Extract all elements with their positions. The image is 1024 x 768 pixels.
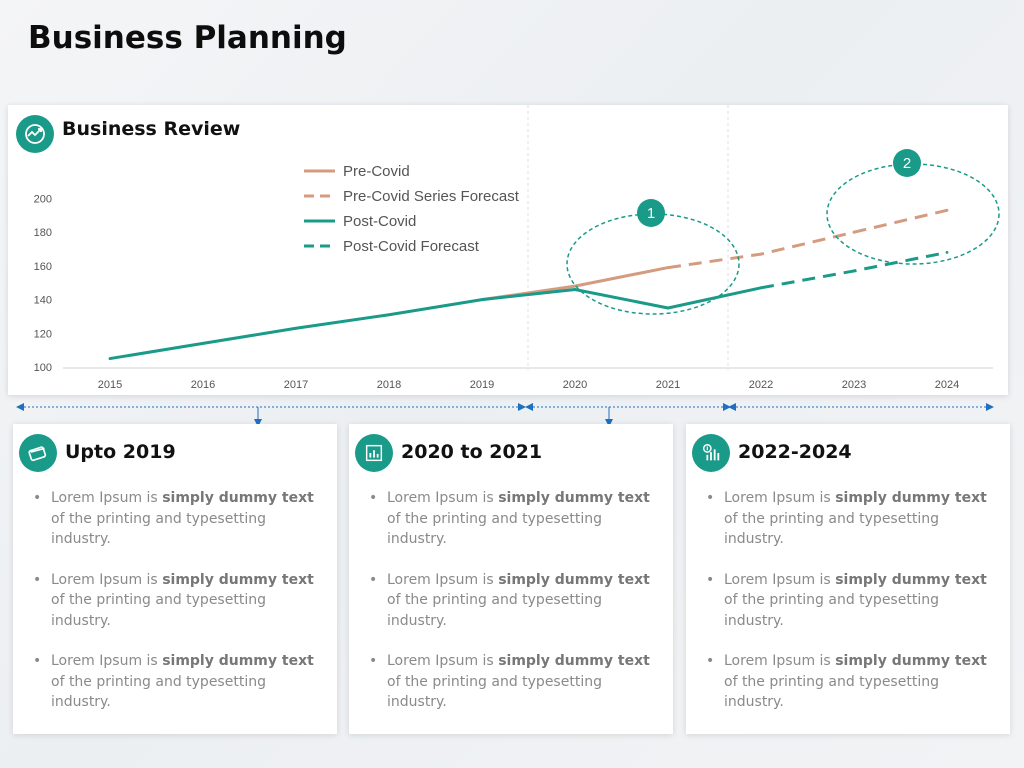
- annotation-badge-label: 1: [647, 205, 655, 222]
- series-point: [666, 266, 670, 269]
- period-card-upto-2019: Upto 2019 Lorem Ipsum is simply dummy te…: [13, 424, 337, 734]
- x-tick-label: 2017: [284, 379, 308, 391]
- legend-label: Post-Covid Forecast: [343, 238, 480, 255]
- y-tick-label: 180: [34, 227, 52, 239]
- x-tick-label: 2018: [377, 379, 401, 391]
- series-point: [201, 342, 205, 345]
- period-title: Upto 2019: [65, 441, 176, 463]
- series-point: [666, 306, 670, 310]
- line-chart: 100 120 140 160 180 200 2015 2016 2017 2018 2019 20…: [34, 105, 1000, 391]
- period-card-2020-2021: 2020 to 2021 Lorem Ipsum is simply dummy…: [349, 424, 673, 734]
- series-point: [387, 313, 391, 317]
- bullet-item: Lorem Ipsum is simply dummy text of the …: [33, 570, 323, 632]
- period-card-2022-2024: 2022-2024 Lorem Ipsum is simply dummy te…: [686, 424, 1010, 734]
- legend-label: Post-Covid: [343, 213, 416, 230]
- annotation-badge: [893, 149, 921, 177]
- dollar-chart-icon: [692, 434, 730, 472]
- bullet-item: Lorem Ipsum is simply dummy text of the …: [706, 488, 996, 550]
- bullet-item: Lorem Ipsum is simply dummy text of the …: [33, 488, 323, 550]
- x-tick-label: 2021: [656, 379, 680, 391]
- series-line-0: [481, 266, 669, 302]
- bullet-list: Lorem Ipsum is simply dummy text of the …: [369, 488, 659, 733]
- period-title: 2020 to 2021: [401, 441, 543, 463]
- annotation-badge: [637, 199, 665, 227]
- series-point: [480, 298, 484, 301]
- x-tick-label: 2023: [842, 379, 866, 391]
- series-point: [852, 269, 856, 273]
- series-point: [759, 252, 763, 256]
- bullet-list: Lorem Ipsum is simply dummy text of the …: [706, 488, 996, 733]
- bar-chart-icon: [355, 434, 393, 472]
- page-title: Business Planning: [28, 20, 347, 56]
- x-tick-label: 2019: [470, 379, 494, 391]
- series-point: [945, 251, 949, 254]
- series-line-1: [667, 208, 948, 270]
- period-title: 2022-2024: [738, 441, 852, 463]
- globe-growth-icon: [16, 115, 54, 153]
- series-point: [852, 230, 856, 234]
- bullet-item: Lorem Ipsum is simply dummy text of the …: [369, 651, 659, 713]
- x-tick-label: 2022: [749, 379, 773, 391]
- y-tick-label: 100: [34, 362, 52, 374]
- x-tick-label: 2016: [191, 379, 215, 391]
- credit-card-icon: [19, 434, 57, 472]
- x-tick-label: 2015: [98, 379, 122, 391]
- x-tick-label: 2024: [935, 379, 959, 391]
- annotation-badge-label: 2: [903, 155, 911, 172]
- series-point: [573, 288, 577, 291]
- bullet-item: Lorem Ipsum is simply dummy text of the …: [369, 488, 659, 550]
- timeline-arrows: [16, 403, 994, 425]
- series-point: [759, 286, 763, 290]
- legend-label: Pre-Covid: [343, 163, 410, 180]
- bullet-item: Lorem Ipsum is simply dummy text of the …: [369, 570, 659, 632]
- y-tick-label: 140: [34, 295, 52, 307]
- y-tick-label: 160: [34, 261, 52, 273]
- bullet-item: Lorem Ipsum is simply dummy text of the …: [706, 651, 996, 713]
- business-review-card: 100 120 140 160 180 200 2015 2016 2017 2018 2019 20…: [8, 105, 1008, 395]
- x-tick-label: 2020: [563, 379, 587, 391]
- bullet-item: Lorem Ipsum is simply dummy text of the …: [706, 570, 996, 632]
- annotation-ellipse: [826, 163, 1000, 265]
- bullet-item: Lorem Ipsum is simply dummy text of the …: [33, 651, 323, 713]
- y-tick-label: 200: [34, 194, 52, 206]
- series-point: [108, 357, 112, 360]
- series-point: [945, 208, 949, 212]
- legend-label: Pre-Covid Series Forecast: [343, 188, 520, 205]
- series-point: [294, 326, 298, 330]
- bullet-list: Lorem Ipsum is simply dummy text of the …: [33, 488, 323, 733]
- series-line-2: [109, 286, 762, 361]
- annotation-ellipse: [566, 213, 740, 315]
- chart-title: Business Review: [62, 118, 241, 140]
- y-tick-label: 120: [34, 328, 52, 340]
